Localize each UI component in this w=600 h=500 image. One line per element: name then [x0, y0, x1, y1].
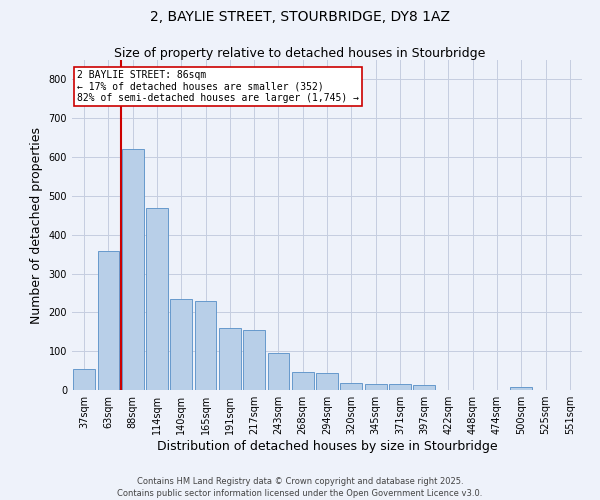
- Bar: [219, 328, 241, 390]
- Bar: [365, 384, 386, 390]
- Bar: [340, 383, 362, 390]
- Bar: [243, 330, 265, 390]
- Bar: [97, 251, 119, 390]
- X-axis label: Distribution of detached houses by size in Stourbridge: Distribution of detached houses by size …: [157, 440, 497, 453]
- Bar: [389, 384, 411, 390]
- Bar: [122, 150, 143, 390]
- Bar: [268, 353, 289, 390]
- Bar: [73, 368, 95, 390]
- Bar: [511, 388, 532, 390]
- Text: 2, BAYLIE STREET, STOURBRIDGE, DY8 1AZ: 2, BAYLIE STREET, STOURBRIDGE, DY8 1AZ: [150, 10, 450, 24]
- Bar: [316, 372, 338, 390]
- Bar: [194, 300, 217, 390]
- Y-axis label: Number of detached properties: Number of detached properties: [30, 126, 43, 324]
- Text: Contains HM Land Registry data © Crown copyright and database right 2025.
Contai: Contains HM Land Registry data © Crown c…: [118, 476, 482, 498]
- Bar: [413, 384, 435, 390]
- Text: 2 BAYLIE STREET: 86sqm
← 17% of detached houses are smaller (352)
82% of semi-de: 2 BAYLIE STREET: 86sqm ← 17% of detached…: [77, 70, 359, 103]
- Bar: [170, 299, 192, 390]
- Bar: [292, 372, 314, 390]
- Bar: [146, 208, 168, 390]
- Text: Size of property relative to detached houses in Stourbridge: Size of property relative to detached ho…: [115, 48, 485, 60]
